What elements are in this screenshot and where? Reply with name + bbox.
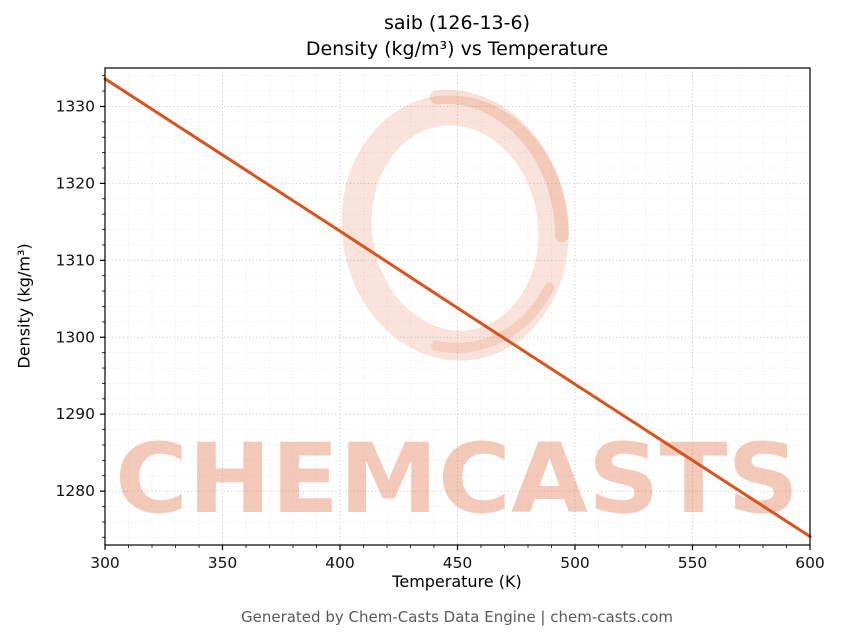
footer-attribution: Generated by Chem-Casts Data Engine | ch… [240, 608, 674, 626]
y-tick-label: 1300 [56, 328, 95, 346]
x-tick-label: 500 [560, 554, 590, 572]
watermark-text: CHEMCASTS [115, 423, 799, 535]
y-tick-label: 1330 [56, 97, 95, 115]
chart-title-line2: Density (kg/m³) vs Temperature [305, 38, 609, 60]
y-tick-label: 1280 [56, 482, 95, 500]
data-line-density [103, 77, 812, 539]
watermark-logo [341, 89, 570, 361]
chart-title-line1: saib (126-13-6) [383, 12, 530, 34]
x-tick-label: 550 [678, 554, 708, 572]
x-tick-label: 400 [325, 554, 355, 572]
y-tick-label: 1320 [56, 174, 95, 192]
x-tick-label: 350 [208, 554, 238, 572]
y-tick-label: 1310 [56, 251, 95, 269]
y-axis-label: Density (kg/m³) [14, 243, 34, 369]
x-tick-label: 600 [795, 554, 825, 572]
x-axis-label: Temperature (K) [392, 572, 522, 591]
x-tick-label: 300 [90, 554, 120, 572]
x-tick-label: 450 [443, 554, 473, 572]
chart-title: saib (126-13-6) Density (kg/m³) vs Tempe… [306, 10, 608, 62]
y-tick-label: 1290 [56, 405, 95, 423]
